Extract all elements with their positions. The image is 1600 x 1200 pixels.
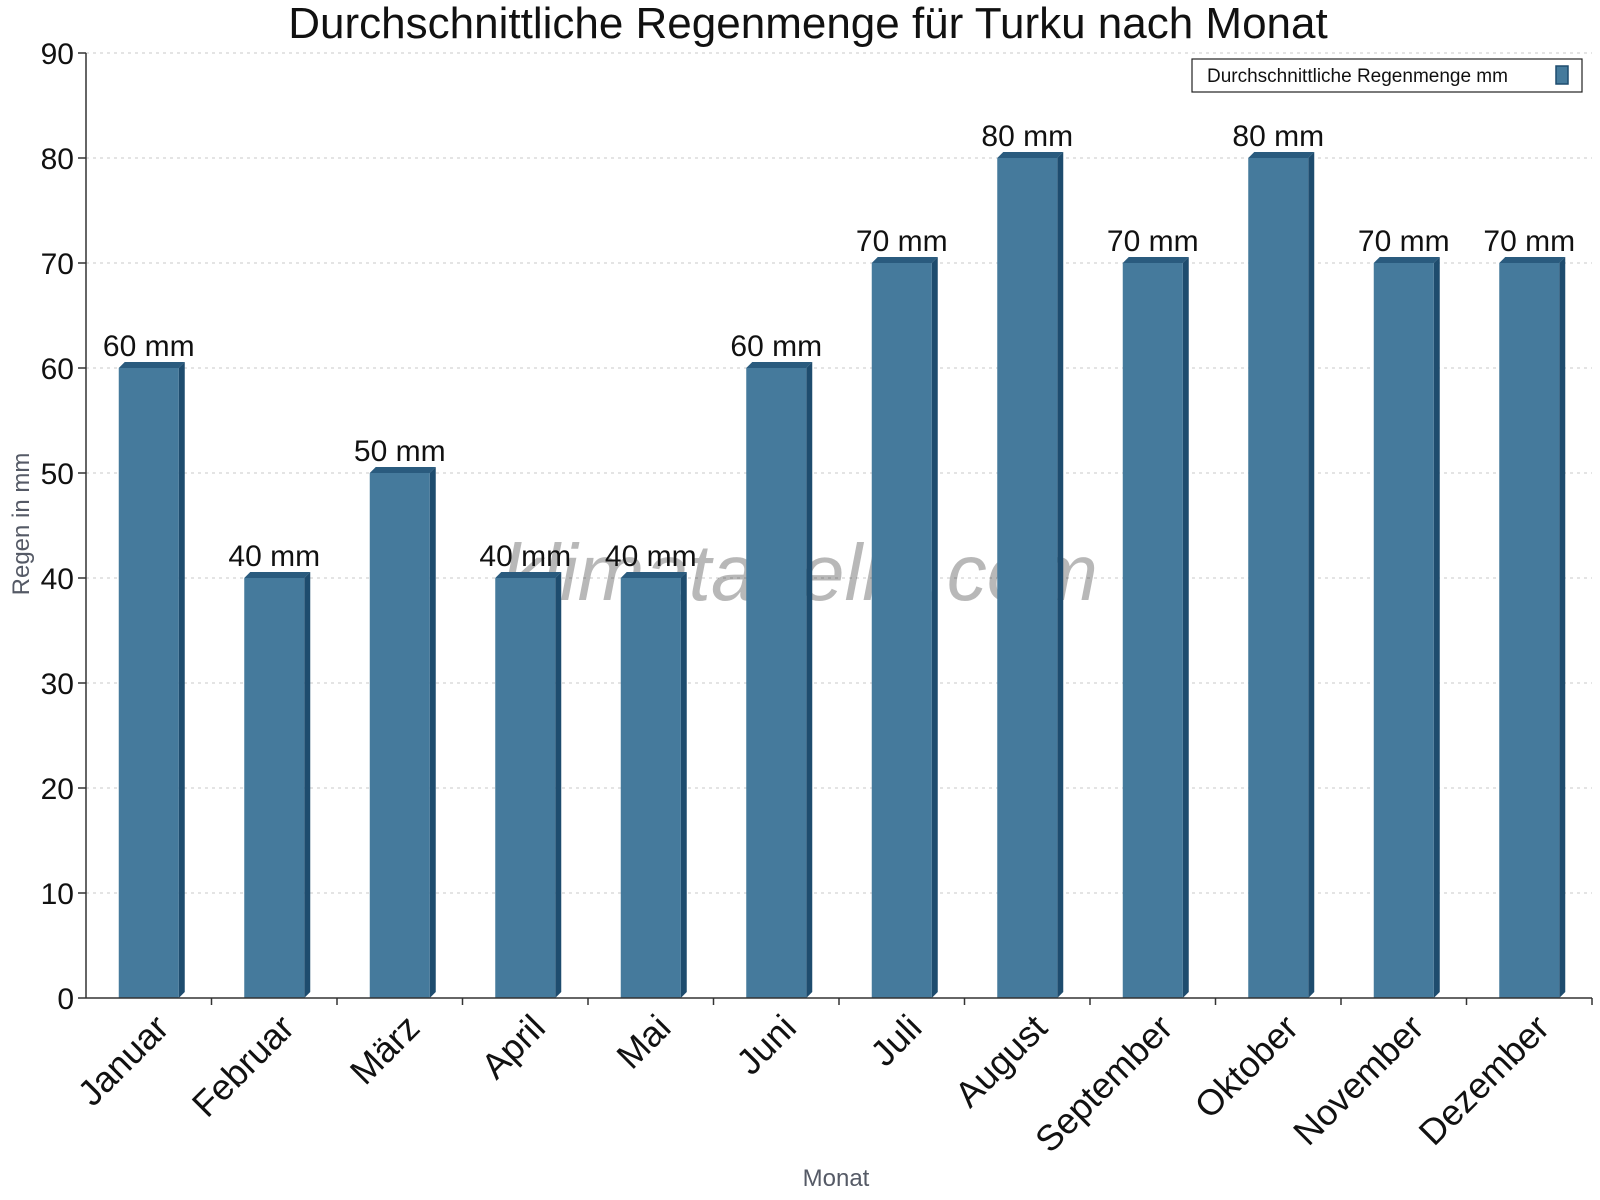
bar: [997, 158, 1058, 998]
y-axis-label: Regen in mm: [8, 453, 35, 596]
bar-value-label: 60 mm: [103, 330, 195, 363]
bar-value-label: 70 mm: [1107, 225, 1199, 258]
bar-top: [871, 257, 938, 263]
y-tick-label: 80: [41, 143, 74, 176]
bar-group: [244, 572, 311, 998]
y-tick-label: 10: [41, 878, 74, 911]
bar-side: [1308, 152, 1315, 998]
bar-group: [746, 362, 813, 998]
x-tick-label: Juni: [728, 1007, 804, 1083]
y-tick-label: 50: [41, 458, 74, 491]
legend-label: Durchschnittliche Regenmenge mm: [1207, 66, 1508, 87]
x-tick-label: Januar: [70, 1007, 177, 1114]
bar-top: [746, 362, 813, 368]
bar-value-label: 70 mm: [1483, 225, 1575, 258]
bar-group: [1248, 152, 1315, 998]
bar-side: [429, 467, 436, 998]
bar: [1373, 263, 1434, 998]
bar-side: [1182, 257, 1189, 998]
bar: [871, 263, 932, 998]
bar-group: [871, 257, 938, 998]
y-tick-label: 90: [41, 38, 74, 71]
bar-value-label: 60 mm: [730, 330, 822, 363]
bar-top: [1373, 257, 1440, 263]
y-tick-label: 40: [41, 563, 74, 596]
legend: Durchschnittliche Regenmenge mm: [1191, 58, 1583, 93]
bar-top: [369, 467, 436, 473]
bar: [495, 578, 556, 998]
bar-value-label: 80 mm: [981, 120, 1073, 153]
x-tick-label: April: [473, 1007, 553, 1087]
bar-group: [1122, 257, 1189, 998]
y-tick-label: 30: [41, 668, 74, 701]
bar-side: [931, 257, 938, 998]
x-tick-label: Mai: [608, 1007, 678, 1077]
bar: [620, 578, 681, 998]
bar-value-label: 70 mm: [1358, 225, 1450, 258]
bar-top: [1248, 152, 1315, 158]
bar-group: [495, 572, 562, 998]
bar-value-label: 40 mm: [228, 540, 320, 573]
bar-group: [620, 572, 687, 998]
chart-title: Durchschnittliche Regenmenge für Turku n…: [288, 0, 1327, 48]
bar-value-label: 50 mm: [354, 435, 446, 468]
y-tick-label: 0: [57, 983, 74, 1016]
x-tick-label: November: [1285, 1007, 1431, 1153]
bar-side: [178, 362, 185, 998]
bar-value-label: 80 mm: [1232, 120, 1324, 153]
bars: [118, 152, 1566, 998]
bar: [1122, 263, 1183, 998]
bar-side: [555, 572, 562, 998]
bar-top: [997, 152, 1064, 158]
legend-box: [1191, 58, 1583, 93]
bar: [1248, 158, 1309, 998]
bar: [746, 368, 807, 998]
x-tick-label: September: [1027, 1007, 1181, 1161]
bar-side: [1433, 257, 1440, 998]
bar-top: [1499, 257, 1566, 263]
bar-value-label: 40 mm: [479, 540, 571, 573]
bar: [1499, 263, 1560, 998]
bar-value-label: 70 mm: [856, 225, 948, 258]
bar-group: [369, 467, 436, 998]
bar-top: [118, 362, 185, 368]
bar-side: [1057, 152, 1064, 998]
x-tick-label: August: [947, 1007, 1055, 1115]
y-tick-label: 60: [41, 353, 74, 386]
bar-side: [680, 572, 687, 998]
x-tick-label: Februar: [184, 1007, 302, 1125]
x-tick-label: März: [342, 1007, 428, 1093]
legend-swatch: [1555, 65, 1569, 85]
bar-group: [118, 362, 185, 998]
value-labels: 60 mm 40 mm 50 mm 40 mm 40 mm 60 mm 70 mm 80 mm…: [103, 120, 1575, 573]
bar-side: [304, 572, 311, 998]
bar-group: [997, 152, 1064, 998]
bar-group: [1499, 257, 1566, 998]
bar-top: [244, 572, 311, 578]
x-tick-label: Dezember: [1410, 1007, 1556, 1153]
bar: [369, 473, 430, 998]
y-tick-label: 20: [41, 773, 74, 806]
x-tick-label: Juli: [862, 1007, 929, 1074]
bar-side: [806, 362, 813, 998]
x-axis-label: Monat: [803, 1165, 870, 1192]
bar-group: [1373, 257, 1440, 998]
bar-top: [1122, 257, 1189, 263]
x-tick-label: Oktober: [1186, 1007, 1306, 1127]
bar: [244, 578, 305, 998]
bar-value-label: 40 mm: [605, 540, 697, 573]
y-tick-label: 70: [41, 248, 74, 281]
gridlines: [86, 52, 1592, 894]
bar-top: [495, 572, 562, 578]
bar-top: [620, 572, 687, 578]
bar: [118, 368, 179, 998]
bar-side: [1559, 257, 1566, 998]
